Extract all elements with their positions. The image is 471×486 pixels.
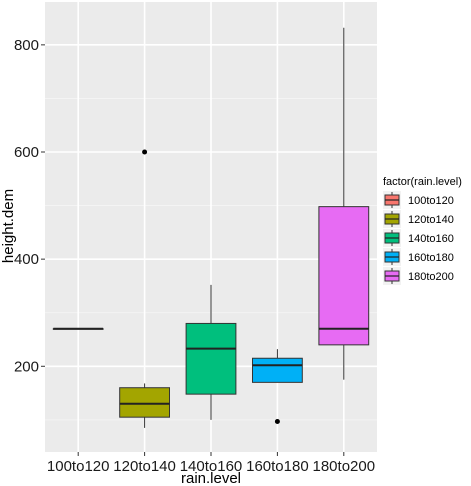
x-tick-label: 100to120 (47, 458, 110, 475)
y-axis-title: height.dem (0, 189, 17, 263)
y-tick-label: 600 (14, 144, 39, 161)
y-axis: 200 400 600 800 (14, 37, 45, 375)
box-body (318, 206, 370, 346)
legend-entry-140to160: 140to160 (383, 229, 454, 247)
x-axis: 100to120 120to140 140to160 160to180 180to200 (47, 452, 375, 475)
legend-label: 120to140 (408, 214, 454, 226)
legend-entry-100to120: 100to120 (383, 191, 454, 209)
y-tick-label: 200 (14, 358, 39, 375)
box-100to120 (52, 327, 104, 330)
legend-entry-180to200: 180to200 (383, 267, 454, 285)
legend-title: factor(rain.level) (383, 176, 462, 188)
box-body (185, 322, 237, 395)
legend-label: 180to200 (408, 271, 454, 283)
legend-entry-160to180: 160to180 (383, 248, 454, 266)
legend-label: 100to120 (408, 195, 454, 207)
outlier-point (274, 418, 280, 424)
x-tick-label: 160to180 (246, 458, 309, 475)
legend-label: 140to160 (408, 233, 454, 245)
x-tick-label: 140to160 (180, 458, 243, 475)
box-160to180 (252, 349, 303, 424)
x-axis-title: rain.level (181, 470, 241, 486)
legend: factor(rain.level) 100to120 120to140 140to… (383, 176, 462, 285)
x-tick-label: 180to200 (313, 458, 376, 475)
box-body (252, 357, 303, 383)
y-tick-label: 400 (14, 251, 39, 268)
legend-label: 160to180 (408, 252, 454, 264)
box-180to200 (318, 27, 370, 380)
outlier-point (142, 149, 148, 155)
legend-entry-120to140: 120to140 (383, 210, 454, 228)
x-tick-label: 120to140 (113, 458, 176, 475)
box-140to160 (185, 284, 237, 420)
y-tick-label: 800 (14, 37, 39, 54)
box-body (119, 387, 170, 418)
box-120to140 (119, 149, 170, 428)
boxes (52, 27, 370, 428)
